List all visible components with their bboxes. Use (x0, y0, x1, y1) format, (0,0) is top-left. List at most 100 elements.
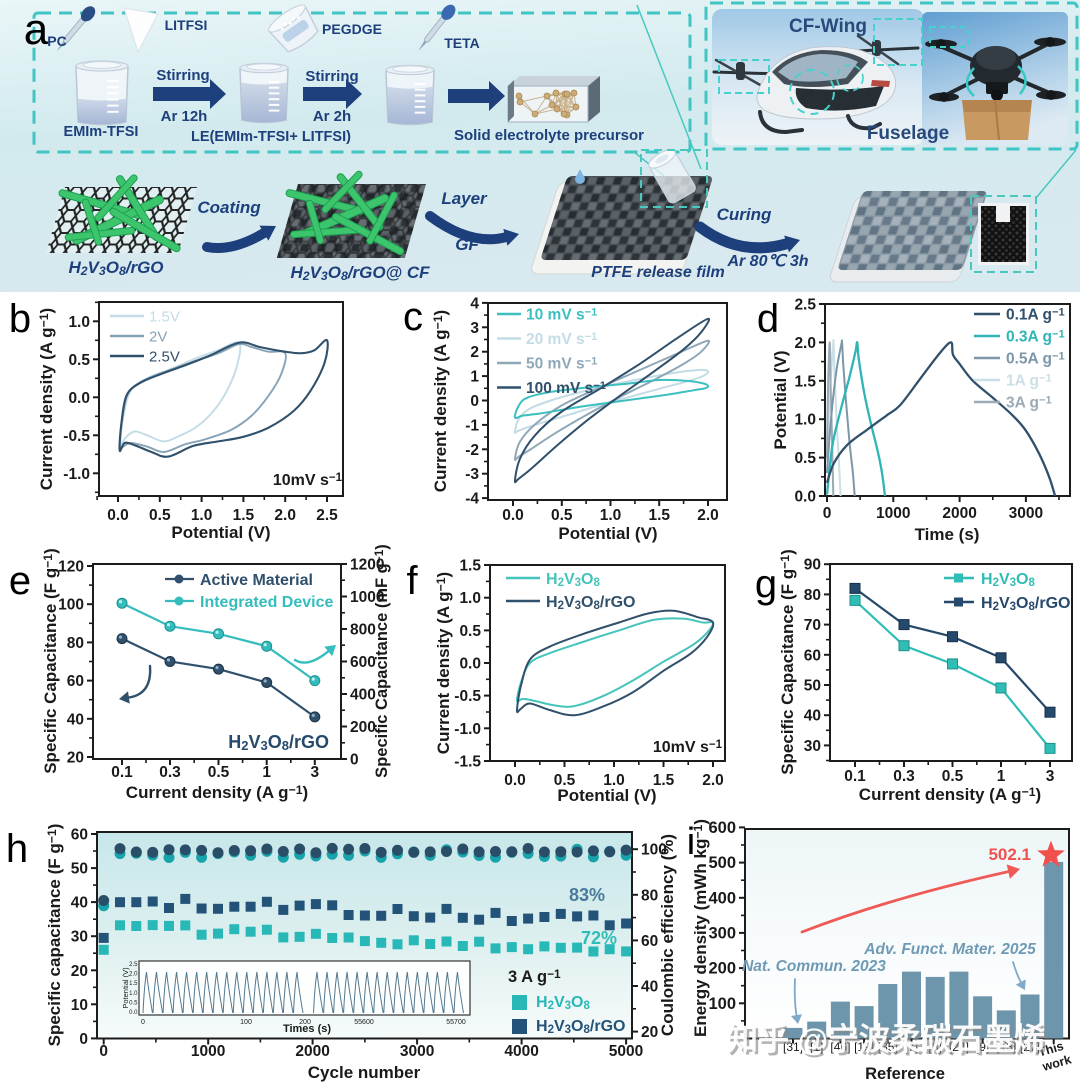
svg-text:1.5: 1.5 (648, 507, 670, 524)
svg-text:50: 50 (71, 861, 88, 878)
svg-text:10mV s−1: 10mV s−1 (273, 472, 343, 489)
svg-text:[31]: [31] (783, 1040, 803, 1054)
svg-text:600: 600 (708, 819, 736, 837)
svg-text:0: 0 (79, 1031, 88, 1048)
svg-text:0.3: 0.3 (159, 764, 181, 781)
svg-text:a: a (24, 5, 49, 54)
svg-text:0.1: 0.1 (111, 764, 133, 781)
svg-text:40: 40 (804, 708, 821, 725)
svg-text:1.5V: 1.5V (149, 309, 180, 326)
svg-text:400: 400 (708, 889, 736, 907)
svg-text:-4: -4 (465, 491, 479, 508)
svg-text:Active Material: Active Material (200, 572, 313, 589)
svg-text:Adv. Funct. Mater. 2025: Adv. Funct. Mater. 2025 (863, 941, 1036, 958)
svg-text:20: 20 (67, 750, 84, 767)
svg-text:h: h (6, 827, 28, 871)
svg-text:PEGDGE: PEGDGE (322, 21, 382, 37)
svg-text:0.5: 0.5 (554, 772, 576, 789)
svg-text:0.5: 0.5 (149, 507, 171, 524)
svg-text:2.0: 2.0 (702, 772, 724, 789)
svg-text:0.1A g−1: 0.1A g−1 (1006, 307, 1065, 324)
svg-text:-0.5: -0.5 (454, 688, 481, 705)
svg-text:2.0: 2.0 (794, 335, 816, 352)
svg-text:0.5: 0.5 (794, 450, 816, 467)
svg-text:2: 2 (470, 344, 479, 361)
svg-text:0.5: 0.5 (551, 507, 573, 524)
svg-text:1.0: 1.0 (68, 314, 90, 331)
svg-text:3000: 3000 (1009, 505, 1043, 522)
svg-text:60: 60 (71, 826, 88, 843)
svg-text:LITFSI: LITFSI (165, 17, 208, 33)
svg-text:0: 0 (141, 1019, 145, 1026)
svg-text:H2V3O8/rGO: H2V3O8/rGO (68, 258, 163, 278)
svg-text:Current density (A g−1): Current density (A g−1) (126, 783, 308, 802)
svg-text:Coulombic efficiency (%): Coulombic efficiency (%) (658, 834, 677, 1036)
svg-text:3000: 3000 (400, 1043, 434, 1060)
svg-text:[46]: [46] (830, 1040, 850, 1054)
svg-text:40: 40 (67, 711, 84, 728)
svg-text:Energy density (mWh kg−1): Energy density (mWh kg−1) (691, 819, 710, 1037)
svg-text:知乎 @宁波柔碳石墨烯: 知乎 @宁波柔碳石墨烯 (727, 1022, 1045, 1057)
svg-text:Coating: Coating (197, 198, 261, 217)
svg-text:Ar 2h: Ar 2h (313, 108, 351, 125)
svg-text:Specific Capacitance (F g−1): Specific Capacitance (F g−1) (778, 549, 797, 775)
svg-text:H2V3O8/rGO: H2V3O8/rGO (228, 732, 329, 753)
svg-text:H2V3O8/rGO: H2V3O8/rGO (981, 595, 1070, 613)
svg-text:0.1: 0.1 (844, 768, 866, 785)
svg-text:Potential (V): Potential (V) (558, 524, 657, 543)
svg-text:Stirring: Stirring (156, 67, 209, 84)
svg-text:4: 4 (470, 295, 479, 312)
svg-text:80: 80 (804, 587, 821, 604)
svg-text:TETA: TETA (444, 35, 480, 51)
svg-text:4000: 4000 (504, 1043, 538, 1060)
svg-text:0.3: 0.3 (893, 768, 915, 785)
svg-text:2.0: 2.0 (129, 972, 138, 978)
svg-text:20: 20 (71, 963, 88, 980)
svg-text:2.5: 2.5 (129, 962, 138, 968)
svg-text:d: d (757, 297, 779, 341)
svg-text:Fuselage: Fuselage (867, 123, 949, 144)
svg-text:Reference: Reference (865, 1065, 945, 1083)
svg-text:60: 60 (804, 647, 821, 664)
svg-text:2V: 2V (149, 329, 167, 346)
svg-text:2000: 2000 (942, 505, 976, 522)
svg-text:i: i (687, 821, 695, 863)
svg-text:Time (s): Time (s) (915, 525, 980, 544)
svg-text:3: 3 (310, 764, 319, 781)
svg-text:Current density (A g−1): Current density (A g−1) (431, 310, 450, 492)
svg-text:2.0: 2.0 (274, 507, 296, 524)
svg-text:83%: 83% (569, 885, 605, 905)
svg-text:0.0: 0.0 (794, 489, 816, 506)
svg-text:1000: 1000 (191, 1043, 225, 1060)
svg-text:0.0: 0.0 (68, 390, 90, 407)
svg-text:1.0: 1.0 (129, 991, 138, 997)
svg-text:40: 40 (641, 979, 658, 996)
svg-text:0.0: 0.0 (504, 772, 526, 789)
svg-text:0: 0 (99, 1043, 108, 1060)
svg-text:1A g−1: 1A g−1 (1006, 373, 1052, 390)
svg-text:H2V3O8: H2V3O8 (536, 994, 591, 1012)
svg-text:60: 60 (641, 933, 658, 950)
svg-text:55700: 55700 (446, 1019, 466, 1026)
svg-text:70: 70 (804, 617, 821, 634)
svg-text:2.5: 2.5 (316, 507, 338, 524)
svg-text:PC: PC (47, 33, 66, 49)
svg-text:-1: -1 (465, 417, 479, 434)
svg-text:Potential (V): Potential (V) (557, 786, 656, 805)
svg-text:知乎 @宁波柔碳石墨烯: 知乎 @宁波柔碳石墨烯 (730, 1025, 1048, 1060)
svg-text:30: 30 (71, 929, 88, 946)
svg-text:Current density (A g−1): Current density (A g−1) (859, 785, 1041, 804)
svg-text:1.5: 1.5 (653, 772, 675, 789)
svg-text:200: 200 (350, 719, 376, 736)
svg-text:f: f (406, 559, 418, 603)
svg-text:1.5: 1.5 (459, 558, 481, 575)
svg-text:[1]: [1] (810, 1040, 823, 1054)
svg-text:100: 100 (240, 1019, 252, 1026)
svg-text:800: 800 (350, 622, 376, 639)
svg-text:55600: 55600 (354, 1019, 374, 1026)
svg-text:Specific Capacitance (mF g−1): Specific Capacitance (mF g−1) (372, 544, 391, 778)
svg-text:[8]: [8] (929, 1040, 942, 1054)
svg-text:3A g−1: 3A g−1 (1006, 395, 1052, 412)
svg-text:Ar 12h: Ar 12h (161, 108, 208, 125)
svg-text:-1.0: -1.0 (454, 721, 481, 738)
